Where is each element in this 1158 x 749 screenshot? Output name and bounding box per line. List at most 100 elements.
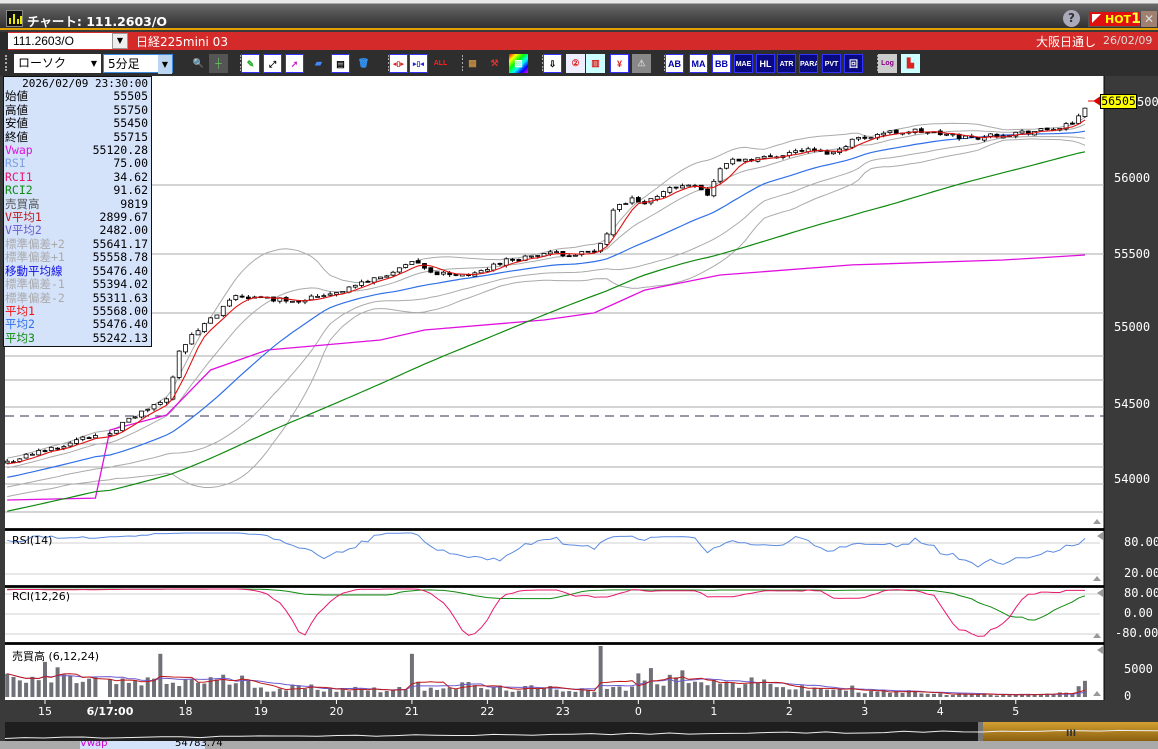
volume-bar [441,688,446,697]
wrench-icon[interactable]: ⚒ [485,54,504,73]
candle [36,450,42,456]
time-tick: 19 [253,705,268,718]
candle [573,254,578,257]
time-tick: 22 [480,705,495,718]
candle [55,447,60,450]
yen-icon[interactable]: ¥ [610,54,629,73]
info-value: 55120.28 [92,143,148,158]
volume-bar [1082,680,1087,697]
candle [145,408,151,411]
candle [453,274,459,276]
hl-icon[interactable]: HL [756,54,775,73]
toolbar: ローソク ▼ 5分足 ▼ 🔍 ┼ ✎ ⤢ ➚ ▰ ▤ 🗑 ◂▯▸ ▸▯◂ ALL ▦ ⚒ ▧ ⇩ ② ▥ ¥ ⚠ AB MA… [0,50,1158,76]
candle [403,264,409,268]
volume-bar [108,679,112,697]
candle-widen-icon[interactable]: ◂▯▸ [389,54,408,73]
hot-button[interactable]: HOT1 [1088,11,1141,27]
footer-strip: Vwap 54783.74 [0,741,1158,749]
volume-bar [799,685,804,697]
copy-icon[interactable]: ▤ [331,54,350,73]
bb-icon[interactable]: BB [712,54,731,73]
volume-bar [699,682,704,697]
volume-bar [133,680,138,697]
candle [359,281,365,286]
warning-icon[interactable]: ⚠ [632,54,651,73]
line-arrow-icon[interactable]: ⤢ [263,54,282,73]
volume-bar [812,687,817,697]
info-row: RCI2 91.62 [4,183,151,197]
pvt-icon[interactable]: PVT [822,54,841,73]
zoom-icon[interactable]: 🔍 [189,54,208,73]
candle [503,258,509,266]
price-tick: 55000 [1114,320,1151,334]
chart-type-select[interactable]: ローソク ▼ [14,54,101,73]
volume-bar [881,690,886,697]
volume-bar [17,680,22,697]
candle [629,197,635,204]
volume-bar [982,693,987,697]
candle [86,437,92,439]
info-value: 2899.67 [99,210,148,225]
candle [497,262,503,265]
volume-bar [661,685,666,697]
ma-icon[interactable]: MA [689,54,708,73]
bar-chart-icon[interactable]: ▥ [586,54,605,73]
pen-icon[interactable]: ✎ [241,54,260,73]
volume-bar [906,690,911,697]
interval-select[interactable]: 5分足 ▼ [103,54,173,74]
download-icon[interactable]: ⇩ [543,54,562,73]
toolbar-grip[interactable] [5,55,7,71]
candle [48,446,54,451]
info-label: 売買高 [5,196,40,211]
volume-bar [170,682,175,697]
candle-narrow-icon[interactable]: ▸▯◂ [409,54,428,73]
volume-bar [152,678,157,697]
color-palette-icon[interactable]: ▧ [509,54,528,73]
para-icon[interactable]: PARA [799,54,818,73]
log-icon[interactable]: Log [878,54,897,73]
volume-bar [265,691,270,697]
volume-bar [340,688,345,697]
volume-bar [749,677,754,697]
texture-icon[interactable]: ▦ [463,54,482,73]
volume-bar [315,689,320,697]
close-icon[interactable]: ✕ [1141,11,1157,27]
trash-icon[interactable]: 🗑 [354,54,373,73]
volume-bar [61,674,66,697]
pointer-icon[interactable]: ➚ [285,54,304,73]
box-icon[interactable]: 回 [844,54,863,73]
volume-bar [925,693,930,697]
help-icon[interactable]: ? [1063,10,1080,27]
volume-bar [491,686,496,697]
mae-icon[interactable]: MAE [734,54,753,73]
candle [761,156,767,159]
eraser-icon[interactable]: ▰ [309,54,328,73]
candle [195,330,201,336]
atr-icon[interactable]: ATR [777,54,796,73]
candle [667,187,673,193]
volume-bar [762,679,767,697]
candle [724,163,729,169]
info-value: 55242.13 [92,330,148,345]
volume-bar [428,687,433,697]
chart-type-value: ローソク [18,56,67,70]
candle [604,233,610,245]
symbol-input[interactable]: 111.2603/O [8,33,112,49]
volume-bar [630,686,635,697]
volume-bar [277,688,282,697]
volume-bar [158,653,163,697]
candle [944,133,949,136]
crosshair-icon[interactable]: ┼ [209,54,228,73]
volume-bar [296,685,301,697]
number-icon[interactable]: ② [566,54,585,73]
symbol-dropdown-button[interactable]: ▼ [112,33,128,49]
volume-bar [862,693,867,697]
info-label: 標準偏差+2 [5,236,65,251]
chart-settings-icon[interactable]: ▙ [901,54,920,73]
ab-icon[interactable]: AB [665,54,684,73]
all-icon[interactable]: ALL [431,54,450,73]
price-panel [5,76,1104,528]
info-label: V平均2 [5,223,42,238]
candle [535,255,541,257]
